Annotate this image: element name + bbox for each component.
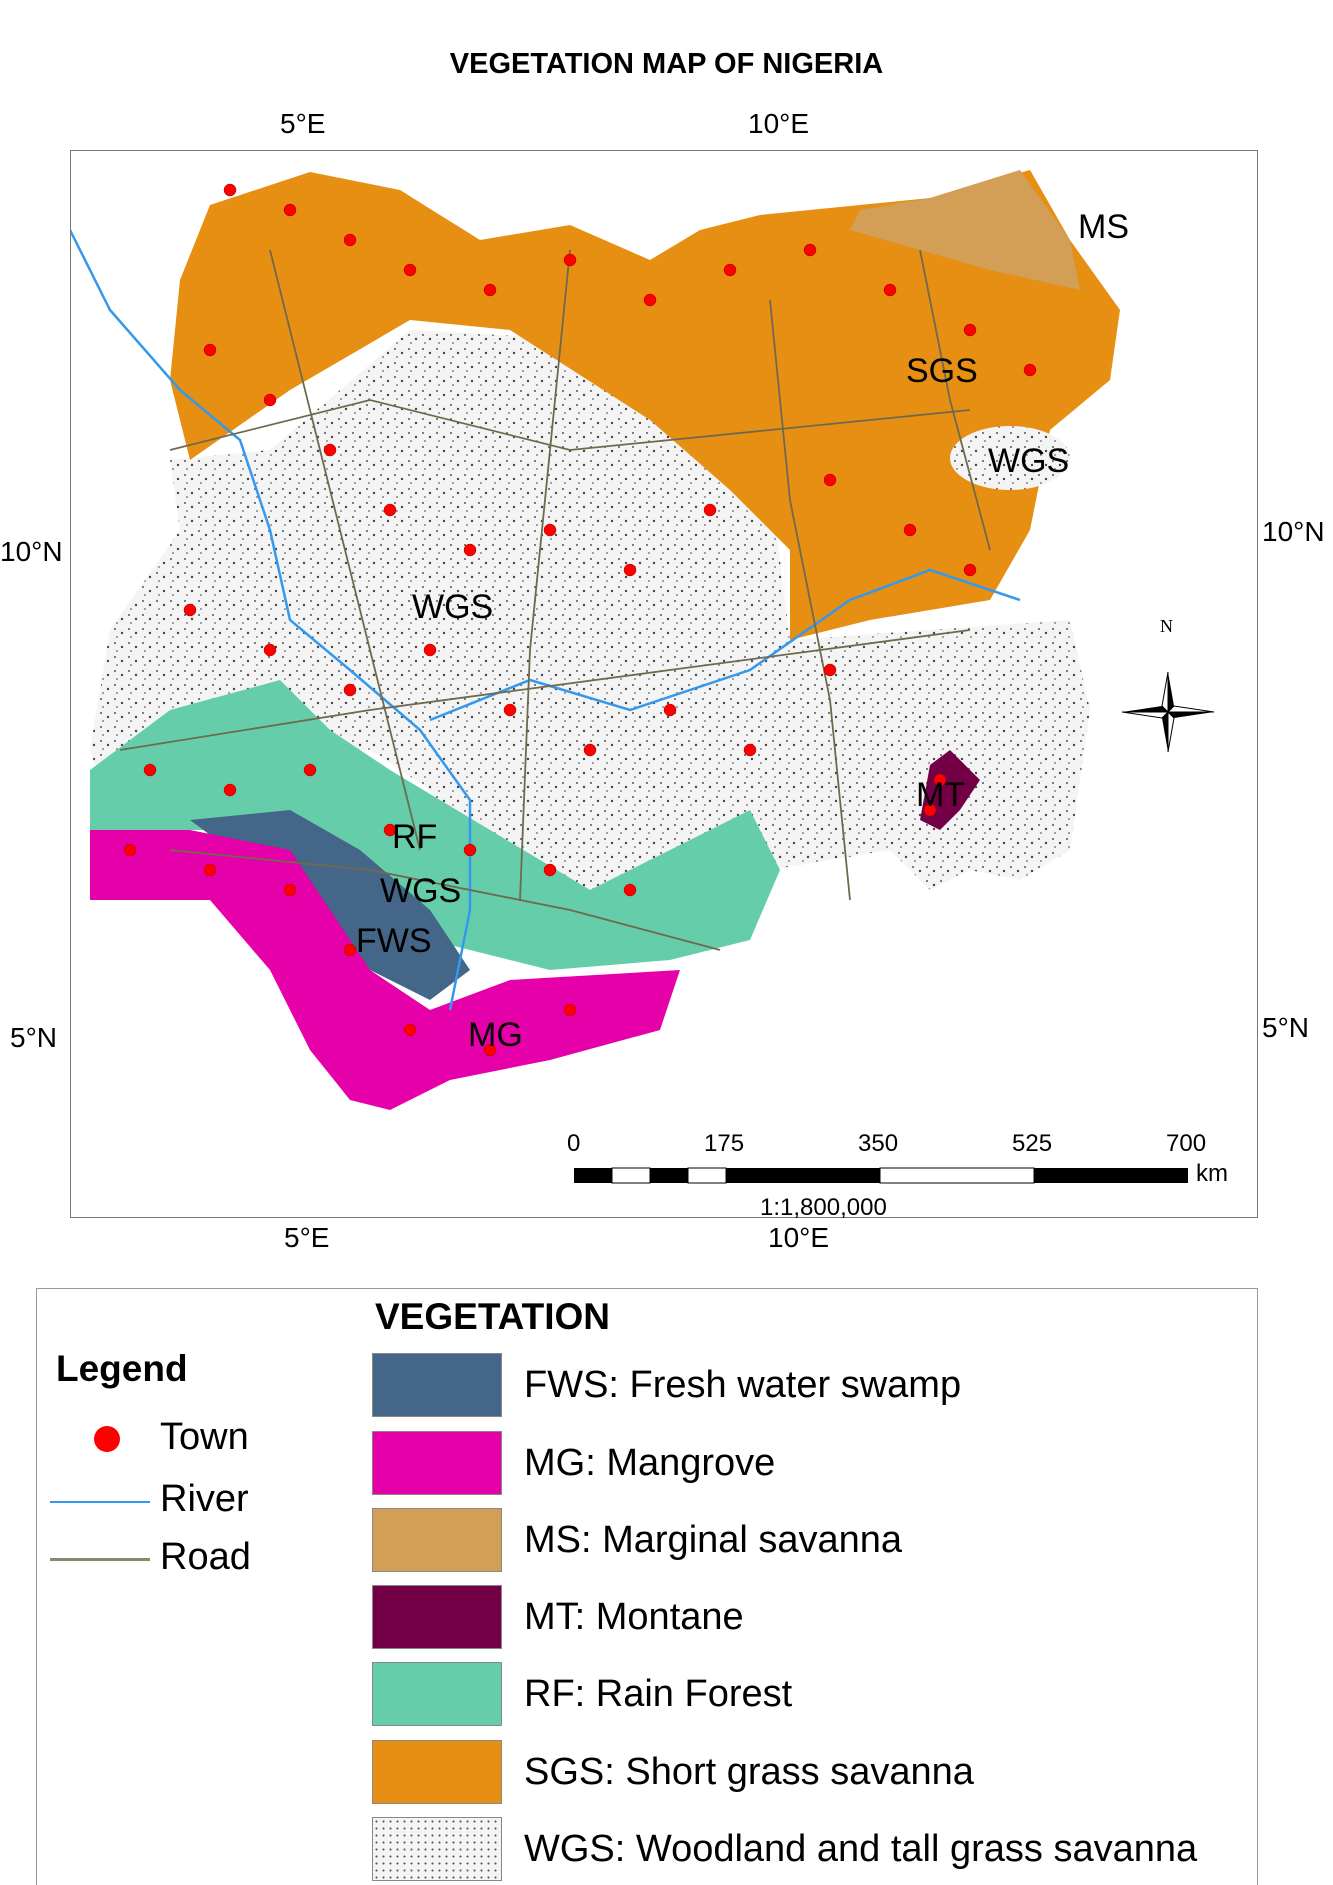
veg-fws-label: FWS: Fresh water swamp [524,1363,962,1406]
right-tick-10n: 10°N [1262,516,1325,547]
label-wgs-central: WGS [412,588,494,626]
ms-region [850,170,1080,290]
swatch-fws [372,1353,502,1417]
legend-panel [36,1288,1258,1885]
vegetation-title: VEGETATION [375,1296,611,1337]
sgs-region [170,170,1120,640]
legend-town: Town [160,1416,249,1458]
river-benue [429,568,1021,722]
veg-fws: FWS: Fresh water swamp [372,1352,961,1418]
legend-title: Legend [56,1348,188,1389]
swatch-wgs [372,1817,502,1881]
scale-tick-350: 350 [858,1130,899,1157]
road-network [119,249,991,951]
label-mt: MT [916,776,966,814]
map-frame [70,150,1258,1218]
swatch-sgs [372,1740,502,1804]
veg-mg: MG: Mangrove [372,1430,775,1496]
rf-region [90,680,780,970]
bottom-tick-10e: 10°E [768,1222,830,1253]
label-mg: MG [468,1016,523,1054]
north-arrow-icon [1121,671,1215,753]
veg-ms: MS: Marginal savanna [372,1507,902,1573]
mg-region [90,830,680,1110]
town-markers [123,183,1037,1057]
swatch-mt [372,1585,502,1649]
river-niger [70,229,472,1011]
wgs-ne-region [950,426,1070,490]
swatch-ms [372,1508,502,1572]
swatch-mg [372,1431,502,1495]
veg-mg-label: MG: Mangrove [524,1441,776,1484]
legend-road: Road [160,1536,251,1578]
scale-ratio: 1:1,800,000 [760,1194,887,1221]
vegetation-map [70,170,1215,1184]
river-icon [50,1501,150,1503]
bottom-tick-5e: 5°E [284,1222,330,1253]
label-wgs-ne: WGS [988,442,1070,480]
scale-tick-175: 175 [704,1130,745,1157]
scale-tick-700: 700 [1166,1130,1207,1157]
veg-mt-label: MT: Montane [524,1595,744,1638]
label-sgs: SGS [906,352,978,390]
scale-unit: km [1196,1160,1228,1187]
scale-bar [574,1167,1188,1184]
label-wgs-south: WGS [380,872,462,910]
veg-sgs: SGS: Short grass savanna [372,1739,974,1805]
legend-river: River [160,1478,249,1520]
town-icon [94,1426,120,1452]
veg-rf-label: RF: Rain Forest [524,1672,793,1715]
north-label: N [1160,616,1173,636]
veg-ms-label: MS: Marginal savanna [524,1518,903,1561]
label-ms: MS [1078,208,1129,246]
scale-tick-0: 0 [567,1130,581,1157]
label-fws: FWS [356,922,432,960]
swatch-rf [372,1662,502,1726]
road-icon [50,1558,150,1561]
left-tick-10n: 10°N [0,536,63,567]
veg-wgs: WGS: Woodland and tall grass savanna [372,1816,1197,1882]
veg-rf: RF: Rain Forest [372,1661,792,1727]
veg-sgs-label: SGS: Short grass savanna [524,1750,974,1793]
veg-mt: MT: Montane [372,1584,744,1650]
scale-tick-525: 525 [1012,1130,1053,1157]
label-rf: RF [392,818,438,856]
right-tick-5n: 5°N [1262,1012,1309,1043]
veg-wgs-label: WGS: Woodland and tall grass savanna [524,1827,1198,1870]
map-title: VEGETATION MAP OF NIGERIA [449,48,884,80]
left-tick-5n: 5°N [10,1022,57,1053]
top-tick-10e: 10°E [748,108,810,139]
top-tick-5e: 5°E [280,108,326,139]
